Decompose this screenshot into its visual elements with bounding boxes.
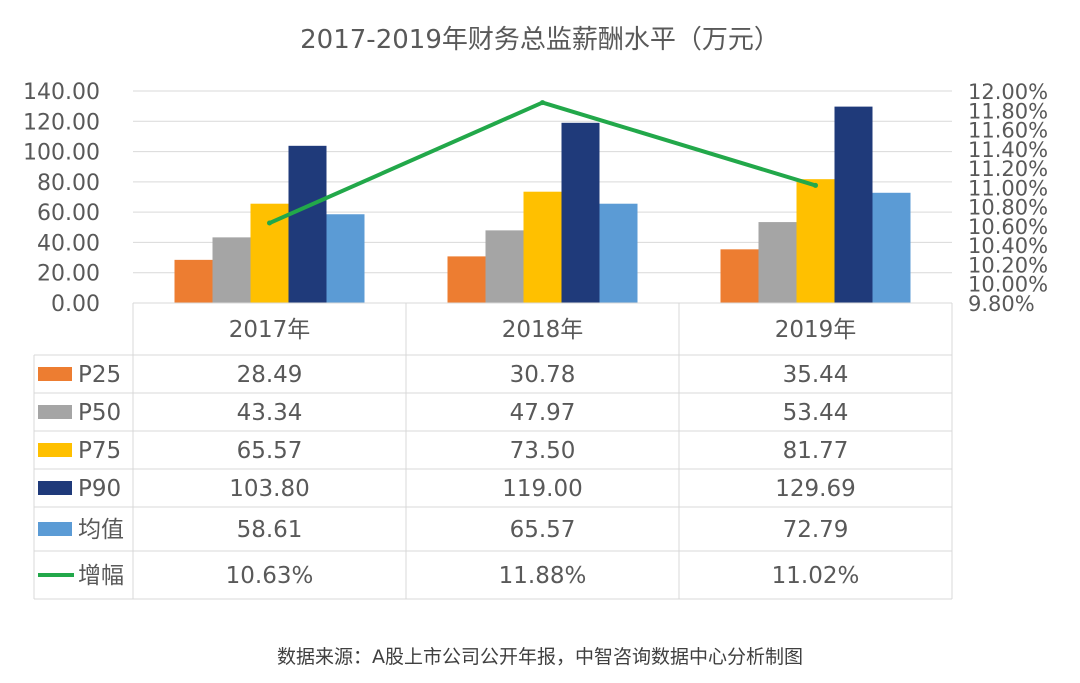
- data-label: 28.49: [237, 362, 303, 388]
- y-left-tick-label: 140.00: [23, 80, 100, 105]
- y-left-tick-label: 80.00: [37, 171, 100, 196]
- y-left-tick-label: 60.00: [37, 201, 100, 226]
- data-label: 47.97: [510, 400, 576, 426]
- y-left-tick-label: 100.00: [23, 141, 100, 166]
- x-tick-label: 2017年: [229, 317, 311, 343]
- x-tick-label: 2018年: [502, 317, 584, 343]
- y-right-tick-label: 10.00%: [968, 273, 1048, 297]
- legend-label: 均值: [78, 517, 124, 543]
- data-label: 11.02%: [772, 563, 860, 589]
- y-left-tick-label: 40.00: [37, 231, 100, 256]
- legend-label: P25: [78, 362, 121, 388]
- bar-均值-2: [872, 192, 911, 303]
- y-left-tick-label: 0.00: [51, 292, 100, 317]
- bar-p25-2: [720, 249, 759, 303]
- y-right-tick-label: 11.60%: [968, 119, 1048, 143]
- bar-均值-0: [326, 214, 365, 303]
- y-right-tick-label: 9.80%: [968, 292, 1035, 316]
- data-label: 81.77: [783, 438, 849, 464]
- bar-均值-1: [599, 203, 638, 303]
- data-table: 2017年 2018年 2019年 P25 28.49 30.78 35.44 P50 43.3…: [33, 302, 953, 600]
- data-label: 73.50: [510, 438, 576, 464]
- y-right-tick-label: 11.00%: [968, 176, 1048, 200]
- growth-line: [267, 100, 818, 226]
- bar-p75-1: [523, 191, 562, 303]
- y-right-tick-label: 10.60%: [968, 215, 1048, 239]
- bar-p75-0: [250, 203, 289, 303]
- data-label: 65.57: [237, 438, 303, 464]
- growth-point-0: [267, 220, 272, 226]
- bar-p90-2: [834, 106, 873, 303]
- bar-p90-0: [288, 145, 327, 303]
- legend-swatch-均值: [38, 522, 72, 536]
- data-label: 35.44: [783, 362, 849, 388]
- data-label: 119.00: [502, 476, 582, 502]
- data-label: 10.63%: [226, 563, 314, 589]
- legend-swatch-p50: [38, 405, 72, 419]
- legend-swatch-p90: [38, 481, 72, 495]
- bar-p25-0: [174, 259, 213, 303]
- bar-p75-2: [796, 179, 835, 303]
- legend-label: P75: [78, 438, 121, 464]
- y-right-tick-label: 11.20%: [968, 157, 1048, 181]
- y-right-tick-label: 10.20%: [968, 253, 1048, 277]
- bar-p90-1: [561, 122, 600, 303]
- data-label: 72.79: [783, 517, 849, 543]
- data-label: 53.44: [783, 400, 849, 426]
- y-left-tick-label: 20.00: [37, 262, 100, 287]
- bar-p50-2: [758, 222, 797, 303]
- bar-p50-0: [212, 237, 251, 303]
- y-axis-left: 0.00 20.00 40.00 60.00 80.00 100.00 120.00 140.…: [23, 80, 100, 317]
- growth-point-1: [540, 100, 545, 106]
- x-tick-label: 2019年: [775, 317, 857, 343]
- data-label: 30.78: [510, 362, 576, 388]
- y-right-tick-label: 11.80%: [968, 99, 1048, 123]
- bar-p50-1: [485, 230, 524, 303]
- y-left-tick-label: 120.00: [23, 110, 100, 135]
- legend-swatch-p75: [38, 443, 72, 457]
- y-right-tick-label: 11.40%: [968, 138, 1048, 162]
- bar-p25-1: [447, 256, 486, 303]
- y-right-tick-label: 10.80%: [968, 196, 1048, 220]
- legend-label: 增幅: [78, 563, 124, 589]
- data-label: 129.69: [775, 476, 855, 502]
- legend-label: P50: [78, 400, 121, 426]
- y-right-tick-label: 12.00%: [968, 80, 1048, 104]
- y-axis-right: 9.80%10.00%10.20%10.40%10.60%10.80%11.00…: [968, 80, 1048, 316]
- y-right-tick-label: 10.40%: [968, 234, 1048, 258]
- data-label: 103.80: [229, 476, 309, 502]
- bars: [174, 106, 911, 303]
- source-note: 数据来源：A股上市公司公开年报，中智咨询数据中心分析制图: [277, 646, 803, 668]
- growth-point-2: [813, 182, 818, 188]
- data-label: 43.34: [237, 400, 303, 426]
- legend-label: P90: [78, 476, 121, 502]
- data-label: 65.57: [510, 517, 576, 543]
- legend-swatch-p25: [38, 367, 72, 381]
- data-label: 58.61: [237, 517, 303, 543]
- chart-title: 2017-2019年财务总监薪酬水平（万元）: [300, 25, 780, 55]
- data-label: 11.88%: [499, 563, 587, 589]
